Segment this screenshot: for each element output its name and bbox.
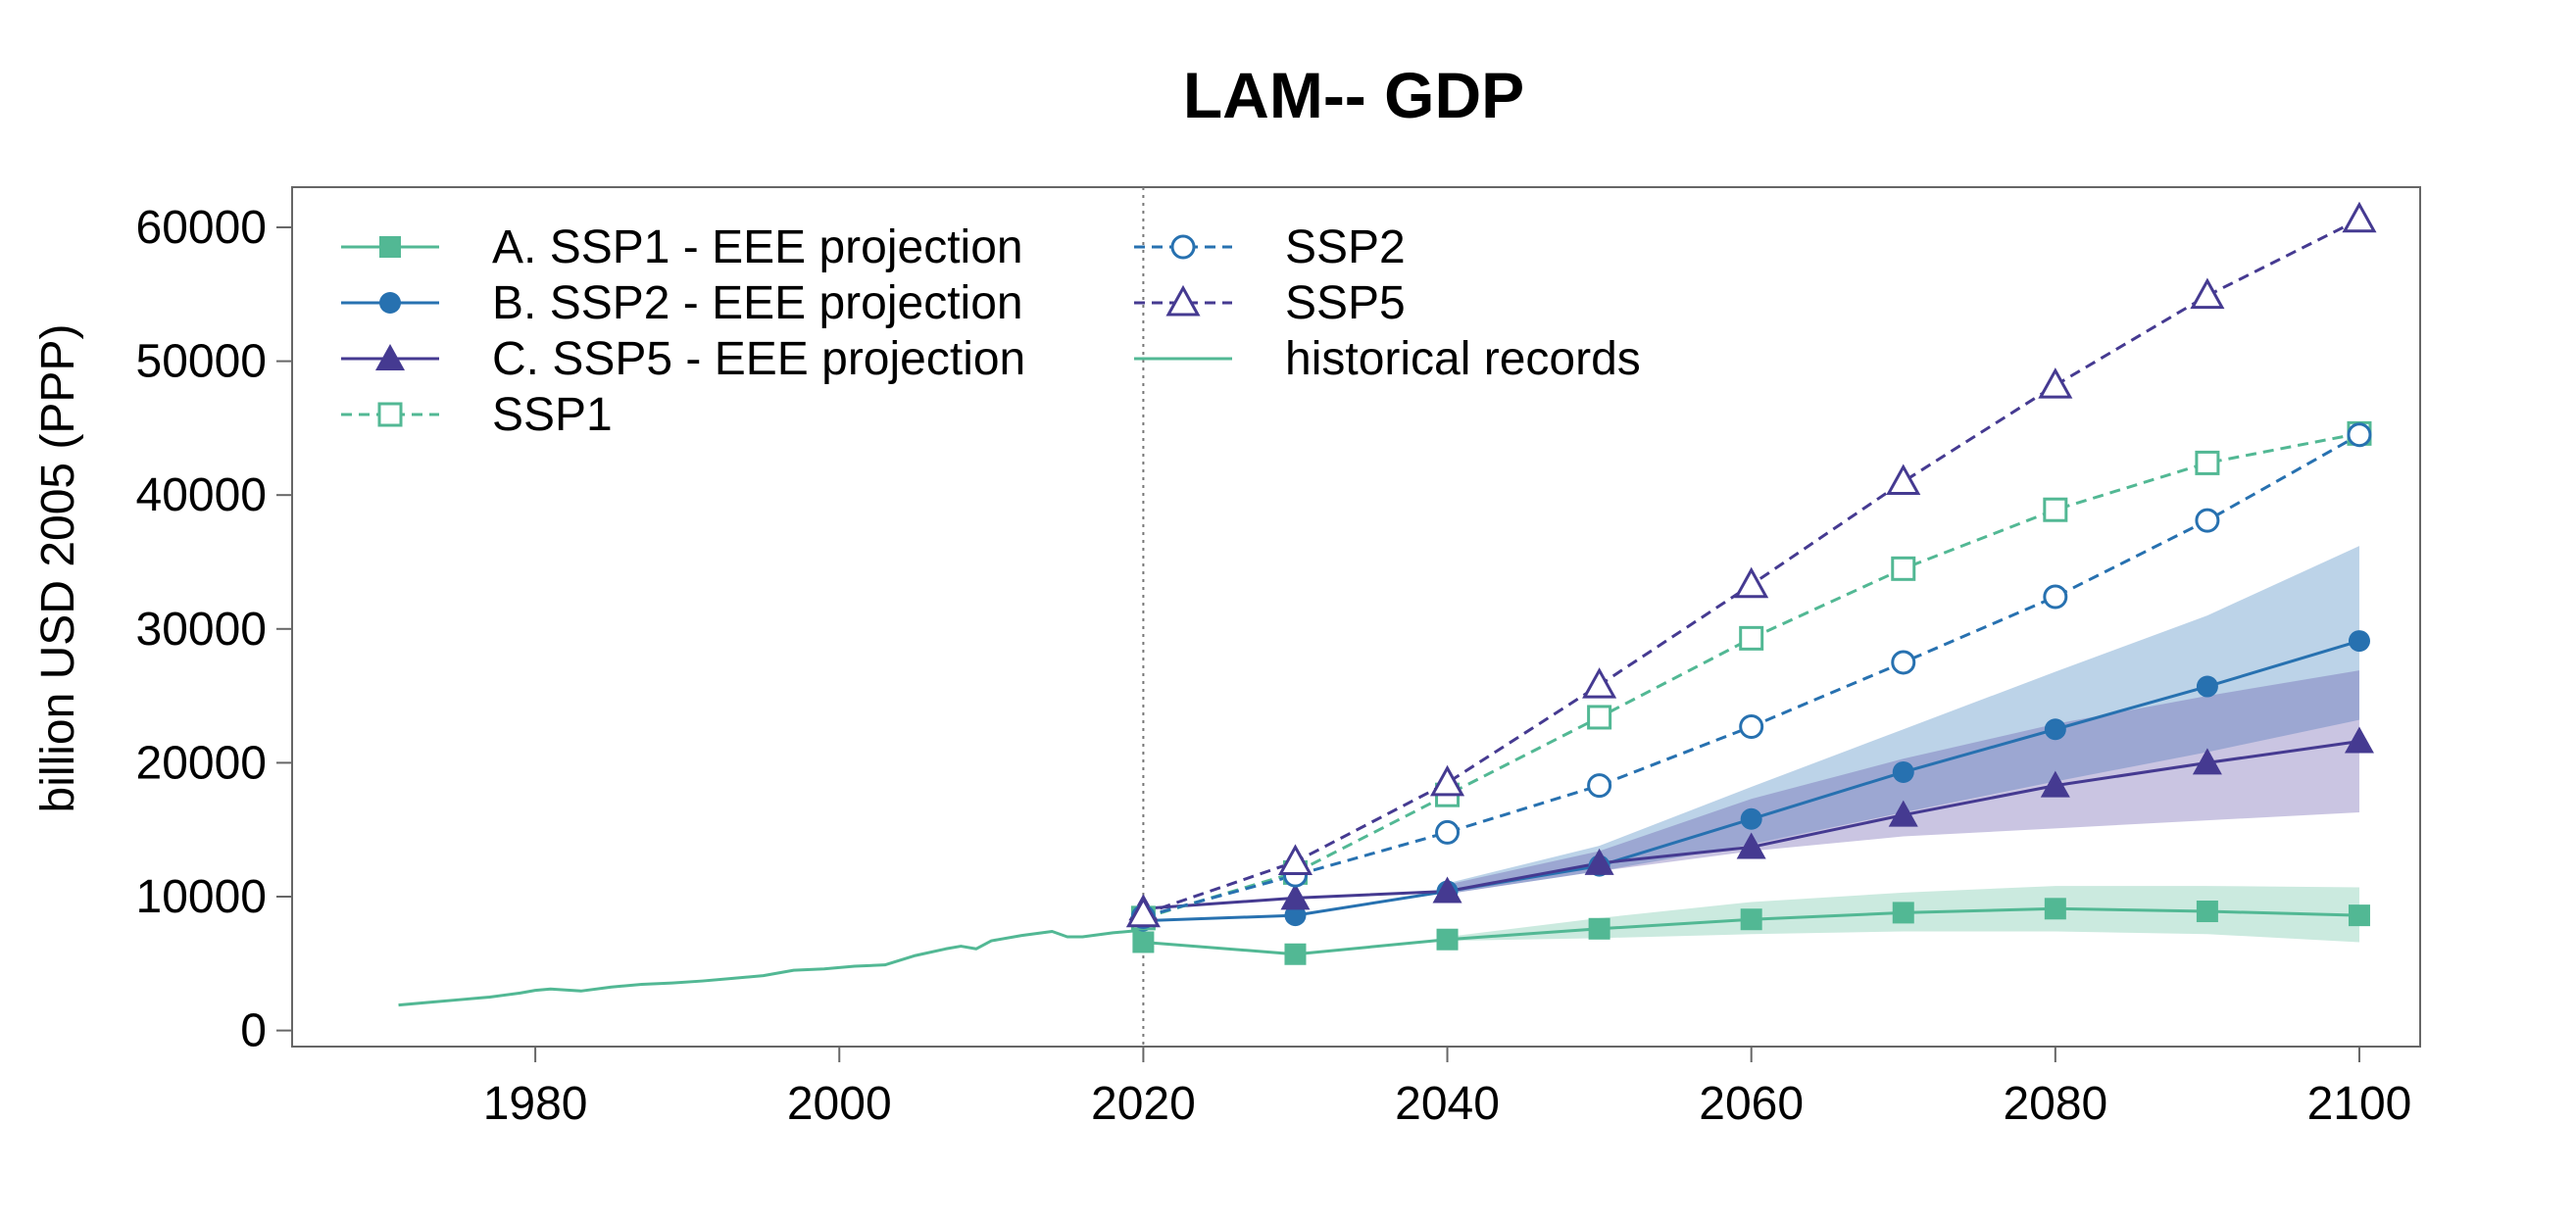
x-tick-label: 2040 [1395, 1078, 1500, 1130]
y-tick-label: 60000 [136, 202, 267, 254]
point-a-2030 [1284, 943, 1307, 965]
legend-entry-c: C. SSP5 - EEE projection [341, 333, 1025, 385]
x-axis: 1980 2000 2020 2040 2060 2080 2100 [483, 1047, 2412, 1130]
point-ssp2-2100 [2347, 422, 2372, 448]
legend-entry-b: B. SSP2 - EEE projection [341, 277, 1023, 329]
y-axis: 0 10000 20000 30000 40000 50000 60000 [136, 202, 292, 1057]
point-a-2040 [1436, 928, 1459, 951]
point-a-2100 [2348, 904, 2370, 927]
point-ssp5-2040 [1429, 764, 1465, 797]
legend-entry-hist: historical records [1134, 333, 1641, 385]
point-b-2030 [1284, 904, 1307, 927]
y-tick-label: 40000 [136, 469, 267, 521]
point-a-2060 [1740, 908, 1762, 931]
y-tick-label: 30000 [136, 604, 267, 656]
series-markers [1125, 201, 2377, 965]
point-ssp1-2080 [2043, 497, 2068, 522]
legend-label: A. SSP1 - EEE projection [492, 221, 1023, 273]
point-a-2050 [1588, 917, 1610, 940]
legend-swatch-marker [379, 292, 401, 314]
legend-swatch-marker [375, 344, 405, 370]
y-tick-label: 0 [240, 1005, 267, 1057]
point-c-2040 [1432, 876, 1462, 904]
legend-label: SSP1 [492, 389, 613, 441]
legend-label: historical records [1285, 333, 1641, 385]
series-line-hist [398, 928, 1144, 1007]
point-ssp1-2090 [2195, 450, 2220, 475]
y-axis-label: billion USD 2005 (PPP) [32, 324, 84, 813]
point-b-2080 [2044, 718, 2066, 741]
point-b-2100 [2348, 630, 2370, 653]
point-ssp5-2060 [1734, 566, 1769, 599]
legend-entry-a: A. SSP1 - EEE projection [341, 221, 1023, 273]
point-ssp1-2070 [1891, 556, 1916, 581]
point-ssp5-2020 [1125, 896, 1161, 928]
point-ssp1-2060 [1739, 625, 1764, 651]
x-tick-label: 2060 [1699, 1078, 1804, 1130]
point-ssp2-2080 [2043, 584, 2068, 610]
point-b-2070 [1892, 760, 1914, 783]
point-a-2090 [2196, 901, 2218, 923]
point-b-2090 [2196, 675, 2218, 698]
x-tick-label: 1980 [483, 1078, 588, 1130]
x-tick-label: 2000 [787, 1078, 892, 1130]
point-ssp5-2080 [2038, 367, 2073, 399]
point-a-2020 [1132, 931, 1155, 953]
plot-frame [291, 186, 2421, 1048]
point-c-2090 [2192, 748, 2222, 775]
legend-swatch-marker [379, 236, 401, 258]
point-ssp2-2040 [1435, 819, 1461, 845]
legend-label: SSP2 [1285, 221, 1406, 273]
point-a-2070 [1892, 902, 1914, 924]
point-ssp5-2070 [1886, 464, 1921, 496]
point-a-2080 [2044, 898, 2066, 920]
point-ssp2-2050 [1587, 773, 1612, 799]
point-c-2050 [1584, 848, 1614, 875]
y-tick-label: 20000 [136, 737, 267, 789]
chart-title: LAM-- GDP [1183, 59, 1524, 131]
point-ssp2-2090 [2195, 508, 2220, 533]
point-ssp2-2070 [1891, 650, 1916, 675]
point-ssp2-2060 [1739, 714, 1764, 740]
point-ssp1-2050 [1587, 705, 1612, 730]
point-ssp5-2050 [1582, 667, 1617, 699]
band-ssp2 [1447, 546, 2359, 895]
legend-label: B. SSP2 - EEE projection [492, 277, 1023, 329]
point-b-2060 [1740, 807, 1762, 830]
x-tick-label: 2100 [2307, 1078, 2412, 1130]
legend-swatch-marker [1170, 234, 1196, 260]
legend-entry-ssp5: SSP5 [1134, 277, 1406, 329]
point-ssp5-2100 [2342, 201, 2377, 233]
point-ssp5-2090 [2190, 277, 2225, 310]
y-tick-label: 50000 [136, 336, 267, 388]
legend-entry-ssp2: SSP2 [1134, 221, 1406, 273]
confidence-bands [1447, 546, 2359, 943]
point-c-2030 [1280, 883, 1311, 910]
legend-label: C. SSP5 - EEE projection [492, 333, 1025, 385]
legend-swatch-marker [1165, 284, 1201, 317]
y-tick-label: 10000 [136, 871, 267, 923]
point-c-2070 [1888, 800, 1918, 827]
x-tick-label: 2080 [2003, 1078, 2107, 1130]
x-tick-label: 2020 [1091, 1078, 1196, 1130]
legend-entry-ssp1: SSP1 [341, 389, 613, 441]
point-ssp5-2030 [1277, 844, 1313, 875]
point-c-2060 [1736, 832, 1766, 859]
point-c-2100 [2344, 726, 2374, 754]
legend-label: SSP5 [1285, 277, 1406, 329]
point-c-2080 [2040, 770, 2070, 798]
legend-swatch-marker [377, 402, 403, 427]
